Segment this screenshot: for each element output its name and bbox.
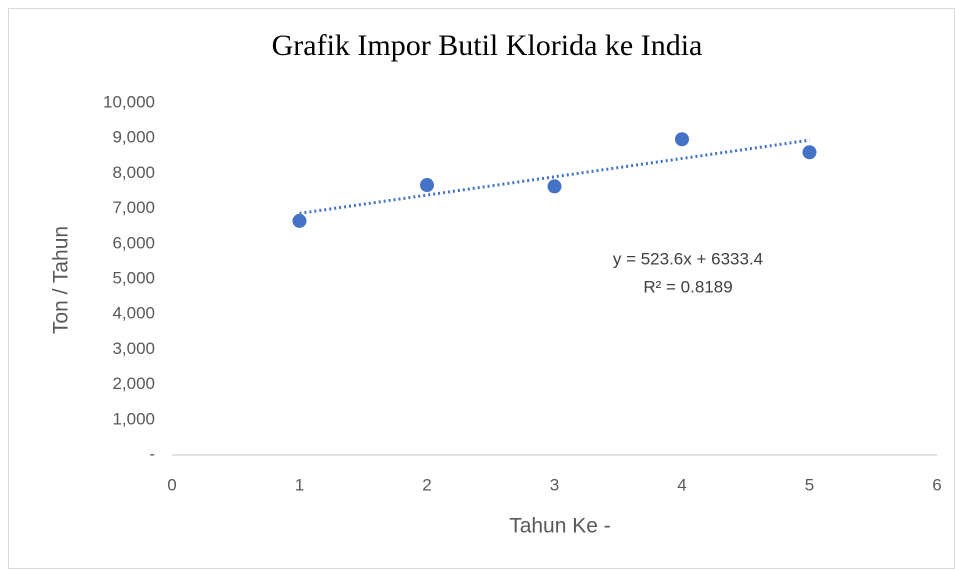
y-tick-label: 9,000 <box>112 128 155 147</box>
trendline-equation: y = 523.6x + 6333.4 <box>613 249 763 268</box>
y-tick-label: 1,000 <box>112 409 155 428</box>
y-tick-label: 3,000 <box>112 339 155 358</box>
x-tick-label: 3 <box>550 475 559 494</box>
data-point <box>420 178 434 193</box>
chart-border <box>8 8 955 569</box>
y-axis-title: Ton / Tahun <box>50 226 73 334</box>
x-tick-label: 2 <box>422 475 431 494</box>
y-tick-label: 2,000 <box>112 374 155 393</box>
y-tick-label: 6,000 <box>112 233 155 252</box>
data-point <box>547 179 562 194</box>
x-tick-label: 1 <box>295 475 304 494</box>
y-tick-label: 8,000 <box>112 163 155 182</box>
x-tick-label: 4 <box>677 475 686 494</box>
x-axis-title: Tahun Ke - <box>509 515 611 538</box>
y-tick-label: 4,000 <box>112 304 155 323</box>
y-tick-label: 5,000 <box>112 268 155 287</box>
trendline <box>299 138 810 215</box>
r-squared: R² = 0.8189 <box>643 277 732 296</box>
y-tick-label: 10,000 <box>103 92 155 111</box>
y-tick-label: - <box>149 444 155 463</box>
x-tick-label: 0 <box>167 475 176 494</box>
data-point <box>675 132 689 147</box>
data-point <box>802 145 817 160</box>
x-tick-label: 5 <box>805 475 814 494</box>
x-tick-label: 6 <box>932 475 941 494</box>
data-point <box>292 213 307 228</box>
chart-title: Grafik Impor Butil Klorida ke India <box>272 29 703 62</box>
y-tick-label: 7,000 <box>112 198 155 217</box>
